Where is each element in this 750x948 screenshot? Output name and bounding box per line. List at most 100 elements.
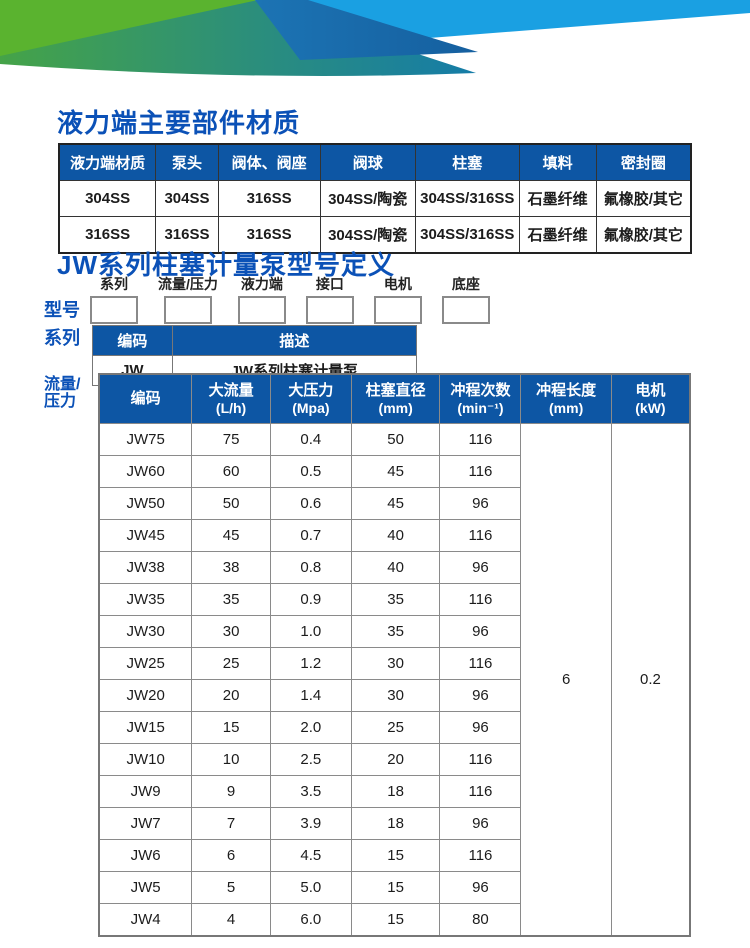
- table-cell: 15: [191, 711, 271, 744]
- table-cell: 20: [350, 743, 441, 776]
- table-cell: 1.0: [269, 615, 352, 648]
- table-cell: 6.0: [269, 903, 352, 937]
- header-cell: 冲程长度 (mm): [520, 373, 612, 424]
- table-cell: 氟橡胶/其它: [595, 216, 692, 254]
- table-cell: 2.5: [269, 743, 352, 776]
- table-cell: 316SS: [58, 216, 157, 254]
- table-cell: 石墨纤维: [518, 216, 597, 254]
- segment-label: 接口: [315, 276, 344, 292]
- flow-pressure-row-label: 流量/压力: [44, 376, 81, 410]
- banner-dark-blue-wedge: [255, 0, 478, 60]
- header-cell: 柱塞直径 (mm): [350, 373, 441, 424]
- table-row: JW38 38 0.8 40 96: [98, 551, 690, 584]
- table-cell: 304SS: [155, 180, 219, 217]
- table-cell: 96: [439, 807, 522, 840]
- model-code-row: 型号 系列 流量/压力 液力端 接口 电机 底座: [44, 274, 510, 324]
- table-row: JW30 30 1.0 35 96: [98, 615, 690, 648]
- table-cell: 18: [350, 807, 441, 840]
- table-cell: 0.4: [269, 423, 352, 456]
- table-cell: 304SS/316SS: [414, 216, 520, 254]
- table-cell: 116: [439, 455, 522, 488]
- table-row: JW25 25 1.2 30 116: [98, 647, 690, 680]
- segment-label: 电机: [383, 276, 412, 292]
- header-cell: 泵头: [155, 143, 219, 181]
- table-cell: 116: [439, 775, 522, 808]
- table-cell: 60: [191, 455, 271, 488]
- table-cell: 50: [191, 487, 271, 520]
- table-cell: 30: [350, 647, 441, 680]
- segment-label: 液力端: [240, 276, 283, 292]
- model-segment-box: [441, 296, 490, 324]
- model-row-label: 型号: [44, 300, 80, 321]
- table-cell: 96: [439, 871, 522, 904]
- header-cell: 编码: [92, 325, 173, 356]
- header-cell: 大压力 (Mpa): [269, 373, 352, 424]
- table-cell: 116: [439, 423, 522, 456]
- table-cell: 316SS: [217, 180, 321, 217]
- table-row: JW4 4 6.0 15 80: [98, 903, 690, 937]
- table-cell: 3.9: [269, 807, 352, 840]
- table-cell: JW20: [98, 679, 193, 712]
- model-segment-base: 底座: [441, 274, 490, 324]
- header-cell: 编码: [98, 373, 193, 424]
- table-row: 316SS 316SS 316SS 304SS/陶瓷 304SS/316SS 石墨纤维 氟橡…: [58, 216, 692, 254]
- table-cell: JW6: [98, 839, 193, 872]
- table-row: 304SS 304SS 316SS 304SS/陶瓷 304SS/316SS 石墨纤维 氟橡…: [58, 180, 692, 217]
- table-cell: JW60: [98, 455, 193, 488]
- header-text: (mm): [378, 399, 413, 416]
- table-cell: 38: [191, 551, 271, 584]
- header-cell: 大流量 (L/h): [191, 373, 271, 424]
- table-cell: JW35: [98, 583, 193, 616]
- table-cell: 304SS/陶瓷: [319, 216, 416, 254]
- model-segment-box: [373, 296, 422, 324]
- materials-section-title: 液力端主要部件材质: [57, 108, 301, 138]
- table-cell: JW15: [98, 711, 193, 744]
- header-cell: 阀体、阀座: [217, 143, 321, 181]
- table-row: JW75 75 0.4 50 116 6 0.2: [98, 423, 691, 937]
- table-cell: 15: [350, 871, 441, 904]
- header-text: (min⁻¹): [457, 399, 504, 416]
- table-cell: 7: [191, 807, 271, 840]
- flow-pressure-section: 流量/压力 编码 大流量 (L/h) 大压力 (Mpa) 柱塞直径 (mm) 冲程次数 (min…: [44, 373, 691, 937]
- table-cell: 2.0: [269, 711, 352, 744]
- header-cell: 电机 (kW): [610, 373, 691, 424]
- stroke-length-merged-cell: 6: [520, 423, 612, 937]
- banner-green-wave: [0, 0, 258, 56]
- header-cell: 阀球: [319, 143, 416, 181]
- header-cell: 密封圈: [595, 143, 692, 181]
- table-cell: 0.6: [269, 487, 352, 520]
- table-cell: 50: [350, 423, 441, 456]
- table-cell: 氟橡胶/其它: [595, 180, 692, 217]
- header-cell: 填料: [518, 143, 597, 181]
- table-cell: 18: [350, 775, 441, 808]
- table-cell: JW30: [98, 615, 193, 648]
- table-cell: 25: [191, 647, 271, 680]
- table-cell: 10: [191, 743, 271, 776]
- header-cell: 描述: [171, 325, 418, 356]
- table-cell: 96: [439, 487, 522, 520]
- header-cell: 柱塞: [414, 143, 520, 181]
- table-cell: 116: [439, 583, 522, 616]
- table-row: JW7 7 3.9 18 96: [98, 807, 690, 840]
- table-cell: 45: [350, 487, 441, 520]
- table-cell: 4.5: [269, 839, 352, 872]
- header-text: (kW): [635, 399, 666, 416]
- table-cell: 304SS/陶瓷: [319, 180, 416, 217]
- table-cell: 304SS/316SS: [414, 180, 520, 217]
- table-cell: 96: [439, 679, 522, 712]
- table-cell: 75: [191, 423, 271, 456]
- model-segment-box: [237, 296, 286, 324]
- table-cell: 116: [439, 839, 522, 872]
- model-segment-flow-pressure: 流量/压力: [158, 274, 218, 324]
- table-cell: 15: [350, 839, 441, 872]
- table-cell: 25: [350, 711, 441, 744]
- table-cell: 5.0: [269, 871, 352, 904]
- model-segment-liquid-end: 液力端: [237, 274, 286, 324]
- materials-header-row: 液力端材质 泵头 阀体、阀座 阀球 柱塞 填料 密封圈: [58, 143, 692, 181]
- header-text: 冲程次数: [450, 381, 511, 399]
- flow-header-row: 编码 大流量 (L/h) 大压力 (Mpa) 柱塞直径 (mm) 冲程次数 (min⁻¹) 冲程长…: [98, 373, 691, 424]
- table-cell: JW7: [98, 807, 193, 840]
- table-cell: 316SS: [217, 216, 321, 254]
- flow-pressure-table: 编码 大流量 (L/h) 大压力 (Mpa) 柱塞直径 (mm) 冲程次数 (min⁻¹) 冲程长…: [98, 373, 691, 937]
- table-row: JW50 50 0.6 45 96: [98, 487, 690, 520]
